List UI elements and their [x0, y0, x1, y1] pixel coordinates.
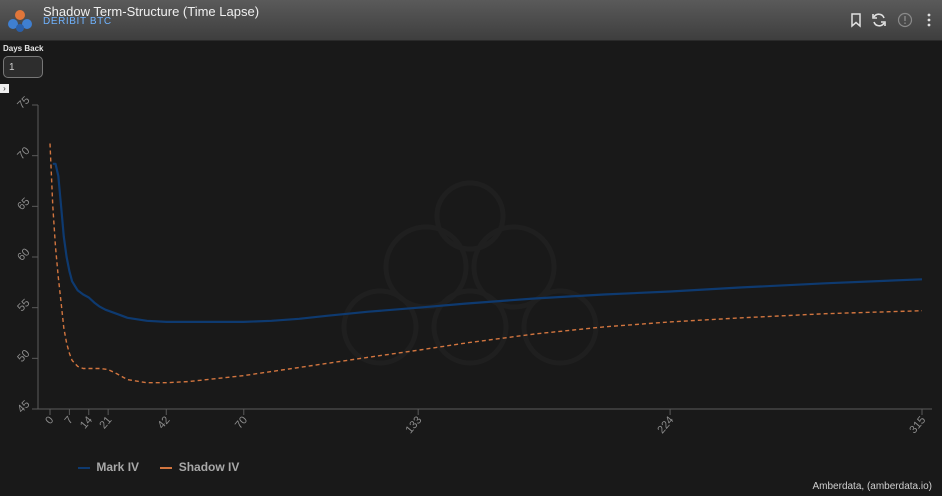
- expand-controls-button[interactable]: ›: [0, 84, 9, 93]
- legend-swatch-shadow-iv: [160, 466, 173, 469]
- chart-legend: Mark IV Shadow IV: [78, 460, 257, 476]
- more-vert-icon[interactable]: [923, 12, 935, 28]
- y-tick-label: 65: [15, 196, 32, 213]
- chart-subtitle: DERIBIT BTC: [43, 16, 112, 27]
- y-tick-label: 55: [15, 297, 32, 314]
- x-tick-label: 14: [78, 414, 95, 431]
- x-tick-label: 7: [63, 414, 76, 426]
- x-tick-label: 224: [655, 414, 676, 436]
- x-tick-label: 133: [403, 414, 424, 436]
- y-tick-label: 75: [15, 95, 32, 111]
- legend-label-mark-iv: Mark IV: [96, 460, 140, 474]
- legend-item-shadow-iv[interactable]: Shadow IV: [160, 460, 239, 474]
- refresh-icon[interactable]: [871, 12, 887, 28]
- y-tick-label: 50: [15, 348, 32, 365]
- chart-header: Shadow Term-Structure (Time Lapse) DERIB…: [0, 0, 942, 41]
- y-tick-label: 60: [15, 246, 32, 263]
- x-tick-label: 0: [43, 414, 56, 426]
- x-tick-label: 315: [907, 414, 928, 436]
- y-tick-label: 45: [15, 398, 32, 415]
- x-tick-label: 21: [97, 414, 114, 431]
- chart-title: Shadow Term-Structure (Time Lapse): [43, 4, 260, 19]
- info-icon[interactable]: [897, 12, 913, 28]
- term-structure-chart: 45 50 55 60 65 70 75 0 7 14 21 42 70 133 224 315: [15, 95, 932, 436]
- watermark-logo: [341, 180, 599, 366]
- app-logo-icon: [8, 10, 32, 32]
- series-layer: [49, 143, 923, 384]
- days-back-input[interactable]: [3, 56, 43, 78]
- series-line-mark-iv: [52, 162, 923, 323]
- bookmark-icon[interactable]: [848, 12, 864, 28]
- x-tick-label: 70: [233, 414, 250, 431]
- legend-item-mark-iv[interactable]: Mark IV: [78, 460, 139, 474]
- legend-swatch-mark-iv: [78, 466, 90, 469]
- series-line-shadow-iv: [49, 143, 923, 384]
- days-back-label: Days Back: [3, 44, 44, 53]
- x-tick-label: 42: [155, 414, 172, 431]
- y-tick-label: 70: [15, 145, 32, 162]
- legend-label-shadow-iv: Shadow IV: [178, 460, 240, 474]
- credits-link[interactable]: Amberdata, (amberdata.io): [812, 481, 932, 492]
